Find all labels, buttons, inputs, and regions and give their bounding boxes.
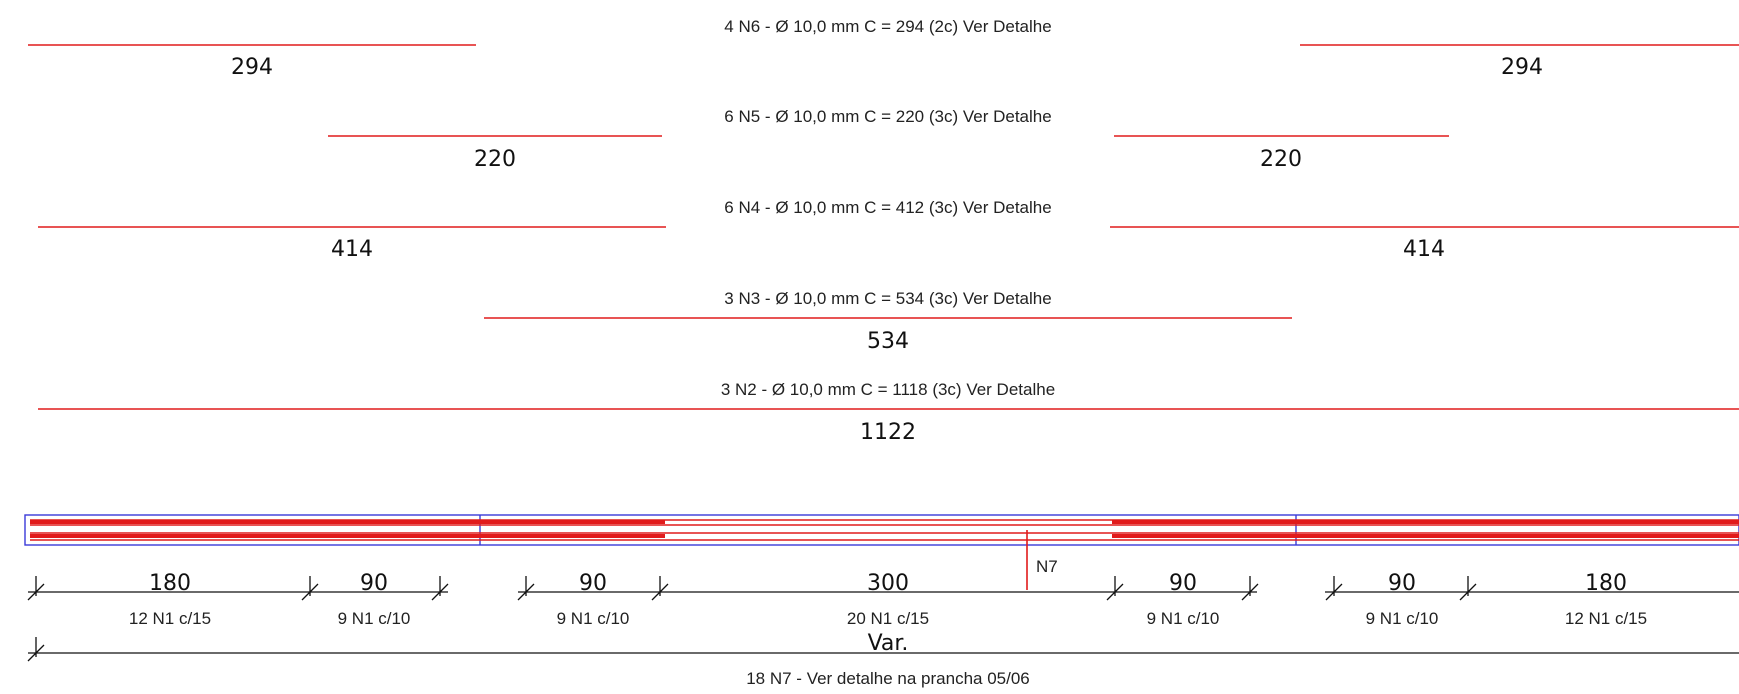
tick [301, 576, 319, 601]
rebar-label-n2: 3 N2 - Ø 10,0 mm C = 1118 (3c) Ver Detal… [721, 380, 1055, 399]
rebar-label-n3: 3 N3 - Ø 10,0 mm C = 534 (3c) Ver Detalh… [724, 289, 1051, 308]
span-stirrups-7: 12 N1 c/15 [1565, 609, 1647, 628]
span-stirrups-5: 9 N1 c/10 [1147, 609, 1220, 628]
rebar-group-n2: 3 N2 - Ø 10,0 mm C = 1118 (3c) Ver Detal… [38, 380, 1739, 445]
rebar-label-n6: 4 N6 - Ø 10,0 mm C = 294 (2c) Ver Detalh… [724, 17, 1051, 36]
tick [431, 576, 449, 601]
tick [1241, 576, 1259, 601]
length-n6-left: 294 [231, 55, 273, 80]
tick [1459, 576, 1477, 601]
span-length-7: 180 [1585, 571, 1627, 596]
rebar-label-n5: 6 N5 - Ø 10,0 mm C = 220 (3c) Ver Detalh… [724, 107, 1051, 126]
total-dimension: Var. 18 N7 - Ver detalhe na prancha 05/0… [27, 631, 1739, 688]
span-stirrups-3: 9 N1 c/10 [557, 609, 630, 628]
length-n5-left: 220 [474, 147, 516, 172]
length-n3: 534 [867, 329, 909, 354]
total-length-label: Var. [868, 631, 909, 656]
dim-ticks [27, 576, 1477, 601]
rebar-group-n5: 6 N5 - Ø 10,0 mm C = 220 (3c) Ver Detalh… [328, 107, 1449, 172]
span-dimensions: 180 12 N1 c/15 90 9 N1 c/10 90 9 N1 c/10… [27, 571, 1739, 628]
span-stirrups-6: 9 N1 c/10 [1366, 609, 1439, 628]
tick [27, 637, 45, 662]
tick [651, 576, 669, 601]
length-n5-right: 220 [1260, 147, 1302, 172]
span-stirrups-4: 20 N1 c/15 [847, 609, 929, 628]
rebar-label-n4: 6 N4 - Ø 10,0 mm C = 412 (3c) Ver Detalh… [724, 198, 1051, 217]
tick [1106, 576, 1124, 601]
span-length-5: 90 [1169, 571, 1197, 596]
span-stirrups-1: 12 N1 c/15 [129, 609, 211, 628]
rebar-group-n3: 3 N3 - Ø 10,0 mm C = 534 (3c) Ver Detalh… [484, 289, 1292, 354]
stirrup-tag: N7 [1036, 557, 1058, 576]
length-n4-left: 414 [331, 237, 373, 262]
tick [1325, 576, 1343, 601]
span-length-6: 90 [1388, 571, 1416, 596]
beam-elevation: N7 [24, 514, 1739, 590]
beam-outline [24, 514, 1739, 546]
span-length-2: 90 [360, 571, 388, 596]
tick [27, 576, 45, 601]
span-length-3: 90 [579, 571, 607, 596]
span-stirrups-2: 9 N1 c/10 [338, 609, 411, 628]
length-n2: 1122 [860, 420, 916, 445]
rebar-group-n4: 6 N4 - Ø 10,0 mm C = 412 (3c) Ver Detalh… [38, 198, 1739, 262]
length-n4-right: 414 [1403, 237, 1445, 262]
total-note: 18 N7 - Ver detalhe na prancha 05/06 [746, 669, 1030, 688]
rebar-group-n6: 4 N6 - Ø 10,0 mm C = 294 (2c) Ver Detalh… [28, 17, 1739, 80]
span-length-4: 300 [867, 571, 909, 596]
length-n6-right: 294 [1501, 55, 1543, 80]
tick [517, 576, 535, 601]
span-length-1: 180 [149, 571, 191, 596]
